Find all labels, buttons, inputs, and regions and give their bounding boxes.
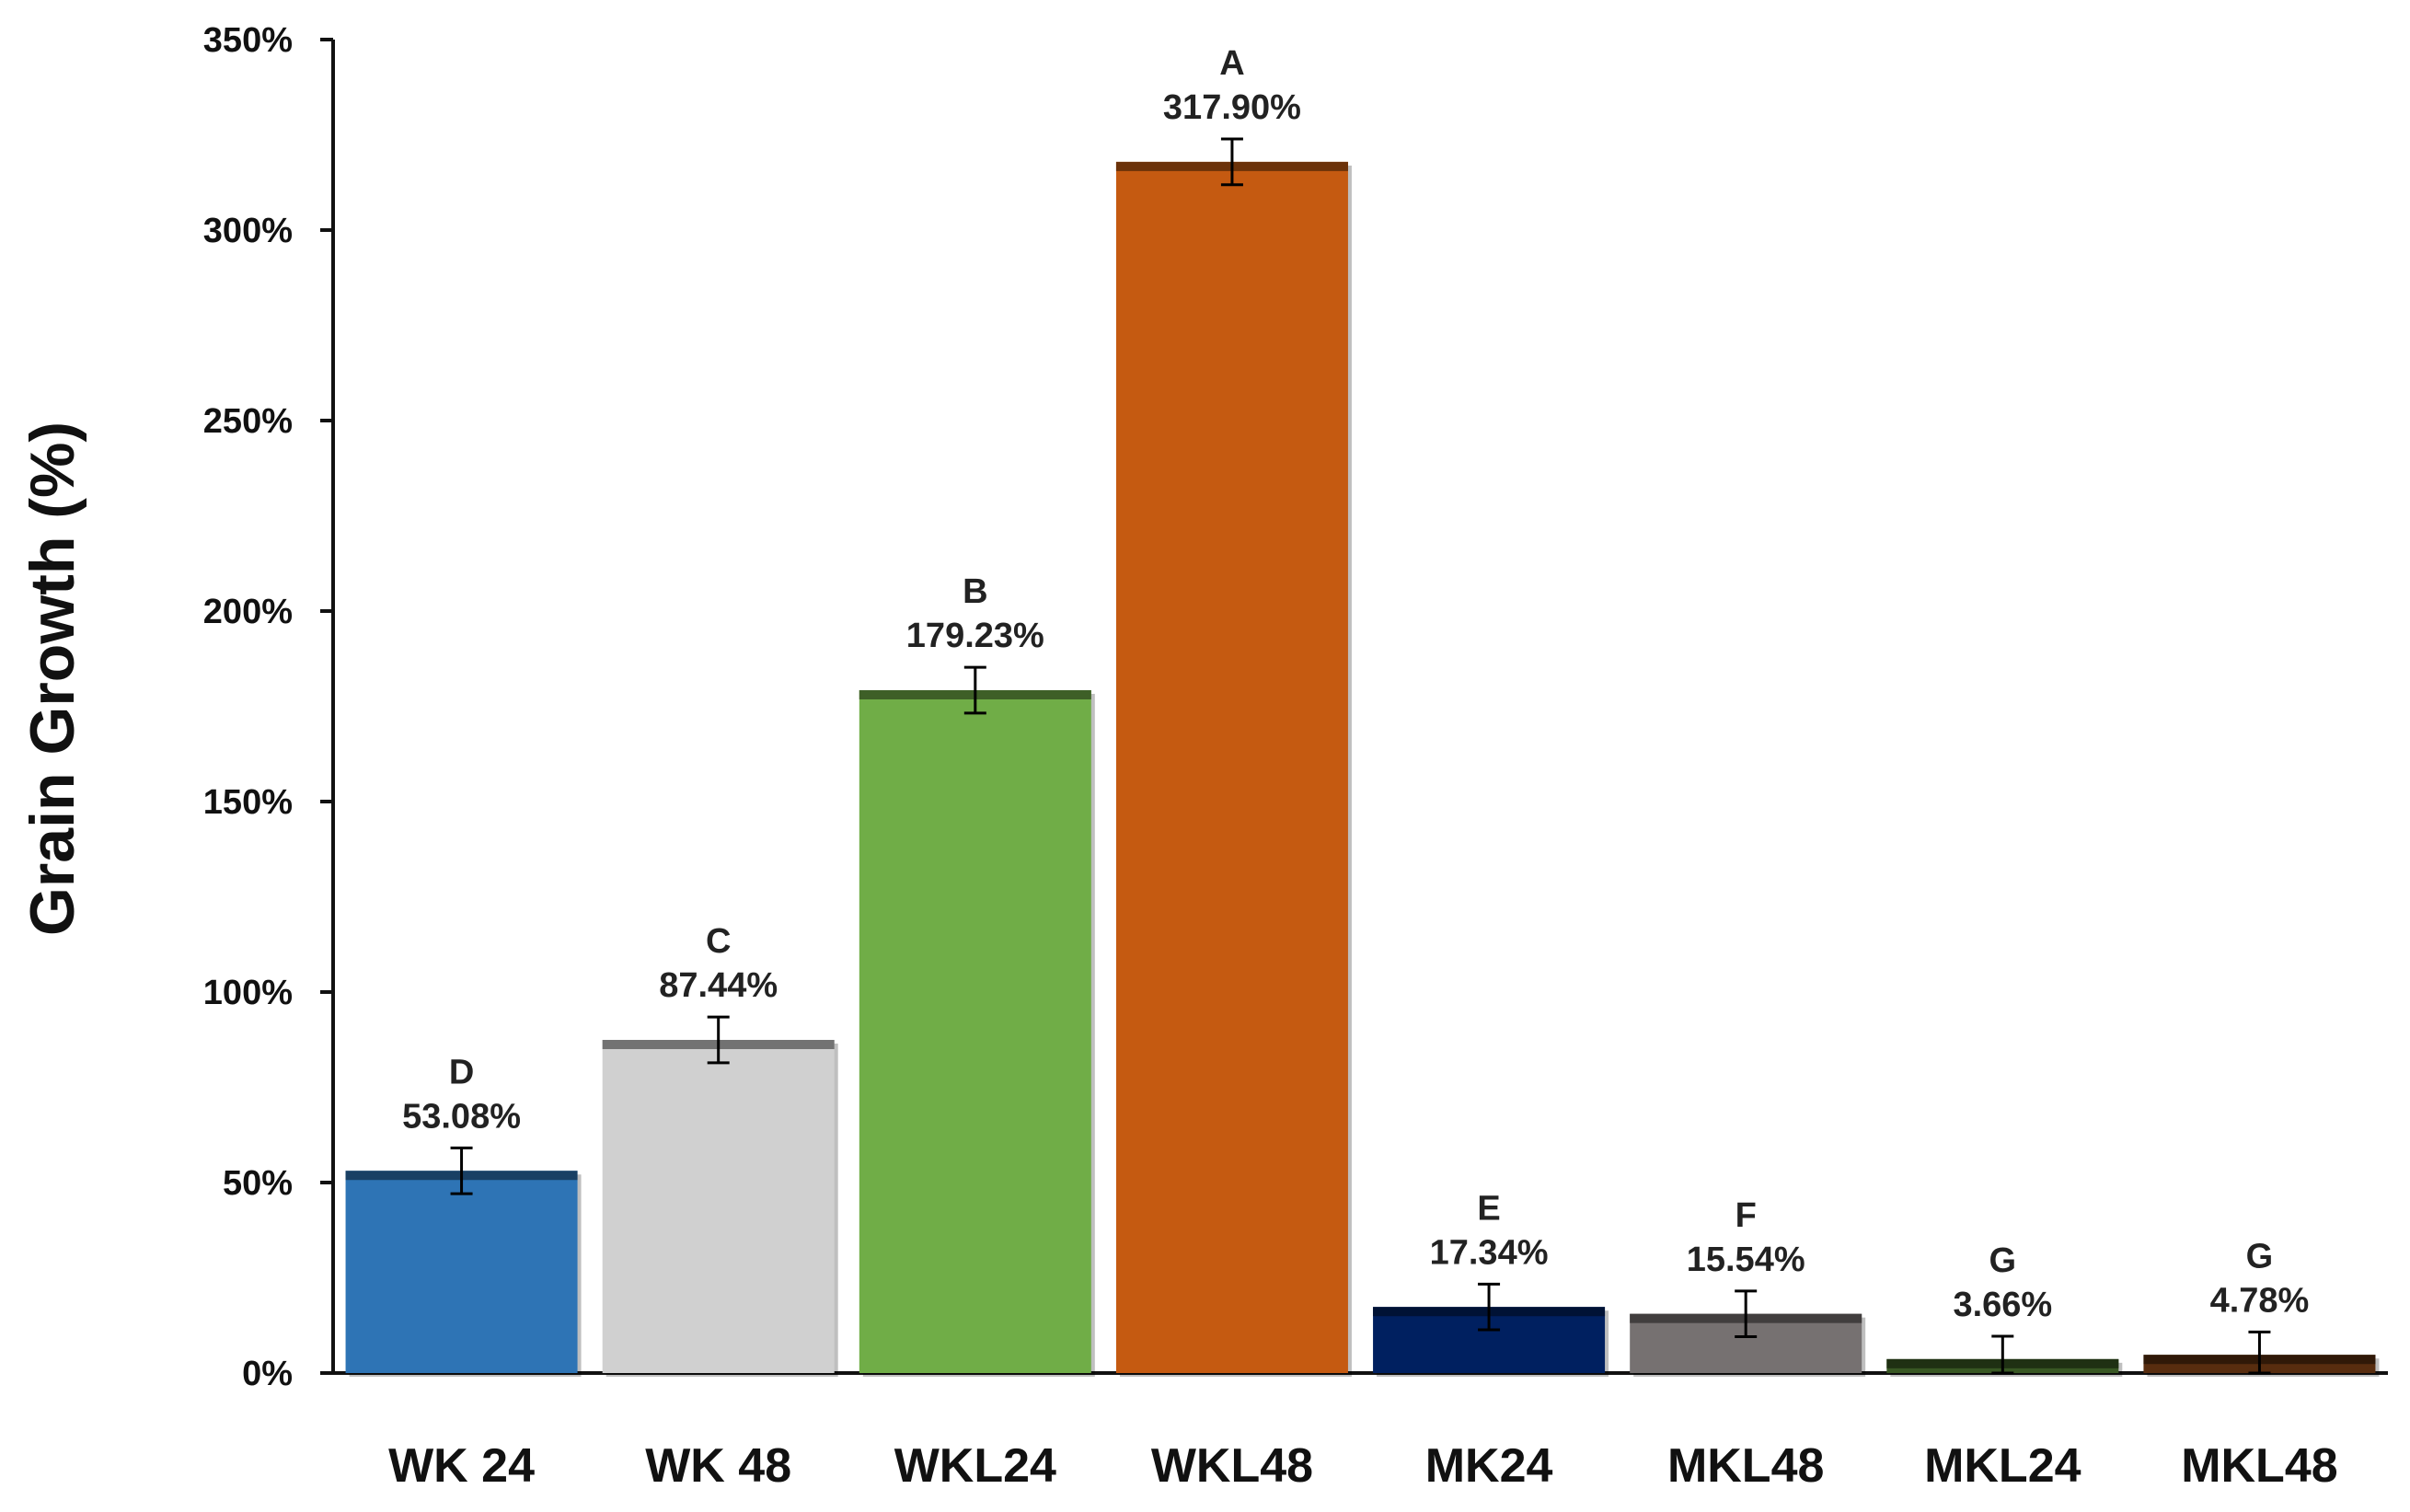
data-label: 179.23%: [906, 617, 1044, 655]
x-tick-label: WK 48: [645, 1439, 791, 1493]
x-tick-label: MKL48: [1667, 1439, 1824, 1493]
y-tick-label: 250%: [203, 402, 293, 441]
y-tick-label: 350%: [203, 21, 293, 60]
data-label: 3.66%: [1953, 1286, 2052, 1324]
data-label: 4.78%: [2210, 1281, 2310, 1320]
x-tick-label: WK 24: [388, 1439, 535, 1493]
y-tick-label: 300%: [203, 212, 293, 250]
bar-group: 317.90% A: [1115, 44, 1352, 1377]
bar: [859, 689, 1091, 1373]
data-label: 87.44%: [659, 966, 778, 1005]
group-letter-label: A: [1219, 44, 1244, 83]
group-letter-label: F: [1735, 1196, 1757, 1235]
group-letter-label: G: [1989, 1241, 2017, 1280]
bar-group: 179.23% B: [859, 572, 1095, 1377]
x-tick-label: WKL48: [1151, 1439, 1313, 1493]
y-tick-label: 0%: [242, 1355, 293, 1393]
bar: [1115, 161, 1348, 1373]
y-ticks: 0% 50% 100% 150% 200% 250% 300% 350%: [203, 21, 333, 1393]
x-tick-labels: WK 24 WK 48 WKL24 WKL48 MK24 MKL48 MKL24 MKL48: [388, 1439, 2338, 1493]
y-axis-title: Grain Growth (%): [17, 421, 87, 936]
bar-group: 87.44% C: [602, 922, 838, 1377]
x-tick-label: WKL24: [894, 1439, 1056, 1493]
bars: 53.08% D 87.44% C 179.23% B 317.90% A 17.34% E 15.…: [345, 44, 2380, 1377]
x-tick-label: MK24: [1425, 1439, 1553, 1493]
data-label: 15.54%: [1687, 1241, 1805, 1279]
data-label: 53.08%: [402, 1097, 521, 1136]
group-letter-label: C: [706, 922, 731, 961]
bar-group: 15.54% F: [1630, 1196, 1866, 1377]
bar: [345, 1171, 578, 1373]
y-tick-label: 200%: [203, 593, 293, 631]
data-label: 17.34%: [1430, 1233, 1549, 1272]
group-letter-label: B: [963, 572, 987, 611]
bar-group: 53.08% D: [345, 1053, 582, 1377]
bar-group: 17.34% E: [1373, 1189, 1609, 1377]
group-letter-label: D: [449, 1053, 474, 1091]
y-tick-label: 100%: [203, 974, 293, 1012]
bar: [602, 1039, 835, 1373]
y-tick-label: 150%: [203, 783, 293, 822]
x-tick-label: MKL48: [2181, 1439, 2337, 1493]
y-tick-label: 50%: [223, 1164, 293, 1203]
data-label: 317.90%: [1163, 88, 1301, 127]
group-letter-label: E: [1477, 1189, 1500, 1228]
group-letter-label: G: [2246, 1237, 2274, 1275]
bar-group: 3.66% G: [1886, 1241, 2123, 1377]
x-tick-label: MKL24: [1924, 1439, 2081, 1493]
bar-group: 4.78% G: [2143, 1237, 2380, 1377]
